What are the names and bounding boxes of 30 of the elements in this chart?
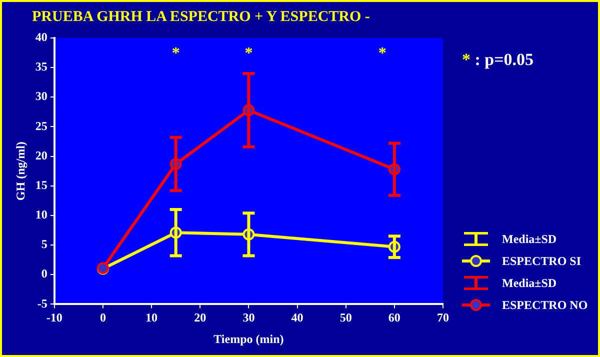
y-tick-label: 40 — [35, 30, 48, 44]
y-tick-label: 35 — [35, 60, 48, 74]
x-tick-label: 10 — [146, 310, 158, 324]
x-tick-label: 30 — [242, 310, 255, 324]
text: Media±SD — [502, 276, 557, 290]
text: Media±SD — [502, 232, 557, 246]
y-axis-title: GH (ng/ml) — [13, 142, 28, 201]
x-tick-label: 20 — [194, 310, 206, 324]
y-tick-label: 5 — [41, 237, 48, 252]
legend-label: ESPECTRO SI — [502, 254, 582, 268]
y-tick-label: 15 — [35, 178, 48, 192]
legend-label: ESPECTRO NO — [502, 298, 588, 312]
y-tick-label: 0 — [41, 266, 48, 281]
annotation: * — [172, 45, 180, 62]
x-tick-label: 50 — [340, 310, 352, 324]
x-tick-label: 0 — [100, 310, 106, 324]
text: * : p=0.05 — [462, 50, 534, 70]
chart-title: PRUEBA GHRH LA ESPECTRO + Y ESPECTRO - — [32, 9, 370, 26]
annotation: * — [378, 45, 386, 62]
x-tick-label: 60 — [388, 310, 400, 324]
y-tick-label: 20 — [35, 148, 48, 162]
x-tick-label: -10 — [46, 310, 62, 324]
y-tick-label: -5 — [37, 296, 48, 310]
x-tick-label: 70 — [437, 310, 449, 324]
x-tick-label: 40 — [291, 310, 304, 324]
y-tick-label: 10 — [35, 208, 48, 222]
x-axis-title: Tiempo (min) — [214, 332, 284, 346]
y-tick-label: 30 — [35, 89, 48, 104]
annotation: * — [244, 45, 253, 62]
y-tick-label: 25 — [35, 118, 48, 133]
